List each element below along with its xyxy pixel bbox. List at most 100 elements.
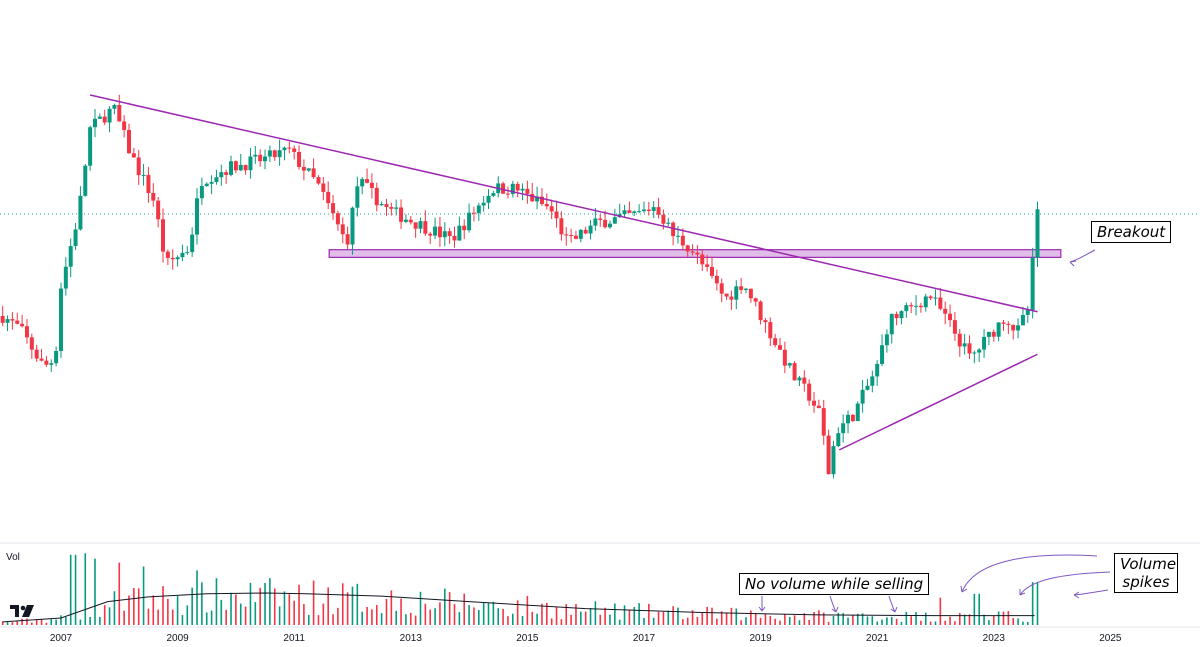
volume-bar — [424, 603, 427, 625]
candle-body — [442, 231, 447, 238]
volume-bar — [473, 607, 475, 625]
candle-body — [778, 345, 783, 350]
volume-bar — [516, 600, 519, 625]
candle-body — [1020, 314, 1025, 326]
volume-bar — [259, 587, 261, 625]
volume-bar — [94, 558, 96, 625]
volume-bar — [735, 608, 738, 625]
volume-bar — [468, 605, 470, 625]
x-tick-label: 2021 — [866, 633, 889, 644]
volume-bar — [881, 619, 883, 625]
candle-body — [520, 188, 525, 191]
candle-body — [345, 234, 350, 245]
candle-body — [753, 298, 758, 302]
volume-bar — [628, 609, 631, 625]
candle-body — [501, 183, 506, 194]
volume-bar — [594, 601, 597, 625]
volume-bar — [371, 609, 373, 625]
volume-bar — [618, 619, 621, 625]
candle-body — [554, 211, 559, 219]
volume-bar — [536, 613, 538, 625]
candle-body — [365, 179, 370, 183]
candle-body — [335, 213, 340, 225]
volume-bar — [589, 608, 592, 625]
candle-body — [855, 403, 860, 422]
candle-body — [923, 296, 928, 308]
volume-bar — [886, 617, 888, 625]
candles-layer — [0, 94, 1040, 479]
candle-body — [321, 183, 326, 192]
candle-body — [277, 150, 282, 158]
volume-bar — [21, 618, 23, 625]
candle-body — [996, 322, 1001, 337]
volume-spikes-annotation: Volume spikes — [1114, 553, 1178, 593]
volume-bar — [711, 607, 713, 625]
volume-bar — [1012, 618, 1015, 625]
candle-body — [131, 153, 136, 158]
candle-body — [467, 212, 472, 231]
volume-bar — [560, 619, 563, 625]
candle-body — [394, 207, 399, 209]
candle-body — [1035, 209, 1040, 258]
volume-bar — [1031, 582, 1034, 625]
volume-bar — [813, 611, 815, 625]
volume-bar — [477, 610, 480, 625]
support-zone-layer — [328, 249, 1062, 258]
volume-bar — [725, 613, 728, 625]
volume-bar — [6, 621, 9, 625]
volume-bar — [1017, 618, 1019, 625]
volume-bar — [395, 610, 398, 625]
candle-body — [505, 193, 510, 195]
candle-body — [355, 186, 360, 208]
candle-body — [525, 188, 530, 194]
volume-bar — [769, 615, 772, 625]
volume-bar — [414, 615, 417, 625]
no-volume-arrow-1 — [758, 596, 766, 612]
volume-bar — [181, 615, 184, 625]
volume-bar — [171, 609, 174, 625]
candle-body — [875, 363, 880, 377]
candle-body — [136, 157, 141, 176]
volume-bar — [147, 608, 150, 625]
volume-bar — [997, 611, 1000, 625]
volume-bar — [958, 612, 961, 625]
volume-bar — [79, 619, 82, 625]
candle-body — [612, 217, 617, 224]
candle-body — [909, 305, 914, 307]
no-volume-arrow-2 — [829, 595, 839, 613]
candle-body — [399, 207, 404, 222]
volume-bar — [463, 593, 466, 625]
volume-bar — [249, 582, 252, 625]
candle-body — [360, 179, 365, 187]
candle-body — [739, 286, 744, 290]
candle-body — [389, 206, 394, 209]
candle-body — [539, 196, 544, 204]
candle-body — [185, 252, 190, 254]
candle-body — [238, 164, 243, 171]
volume-bar — [512, 613, 514, 625]
candle-body — [83, 165, 88, 196]
volume-bar — [565, 604, 568, 625]
candle-body — [311, 168, 316, 178]
candle-body — [24, 326, 29, 338]
volume-bar — [546, 602, 548, 625]
candle-body — [141, 174, 146, 176]
volume-bar — [89, 616, 91, 625]
candle-body — [92, 118, 97, 128]
volume-bar — [35, 619, 38, 625]
candle-body — [88, 127, 93, 166]
candle-body — [428, 233, 433, 236]
candle-body — [54, 351, 59, 364]
volume-label: Vol — [6, 552, 20, 563]
volume-bar — [385, 598, 388, 625]
x-axis-ticks: 2007 2009 2011 2013 2015 2017 2019 2021 2023 2025 — [50, 633, 1122, 644]
candle-body — [204, 183, 209, 187]
volume-bar — [390, 590, 393, 625]
volume-bar — [448, 592, 451, 625]
volume-bar — [186, 605, 189, 625]
volume-bar — [837, 612, 840, 625]
candle-body — [773, 338, 778, 346]
candle-body — [229, 161, 234, 175]
volume-bar — [871, 616, 874, 625]
volume-bar — [278, 606, 281, 625]
